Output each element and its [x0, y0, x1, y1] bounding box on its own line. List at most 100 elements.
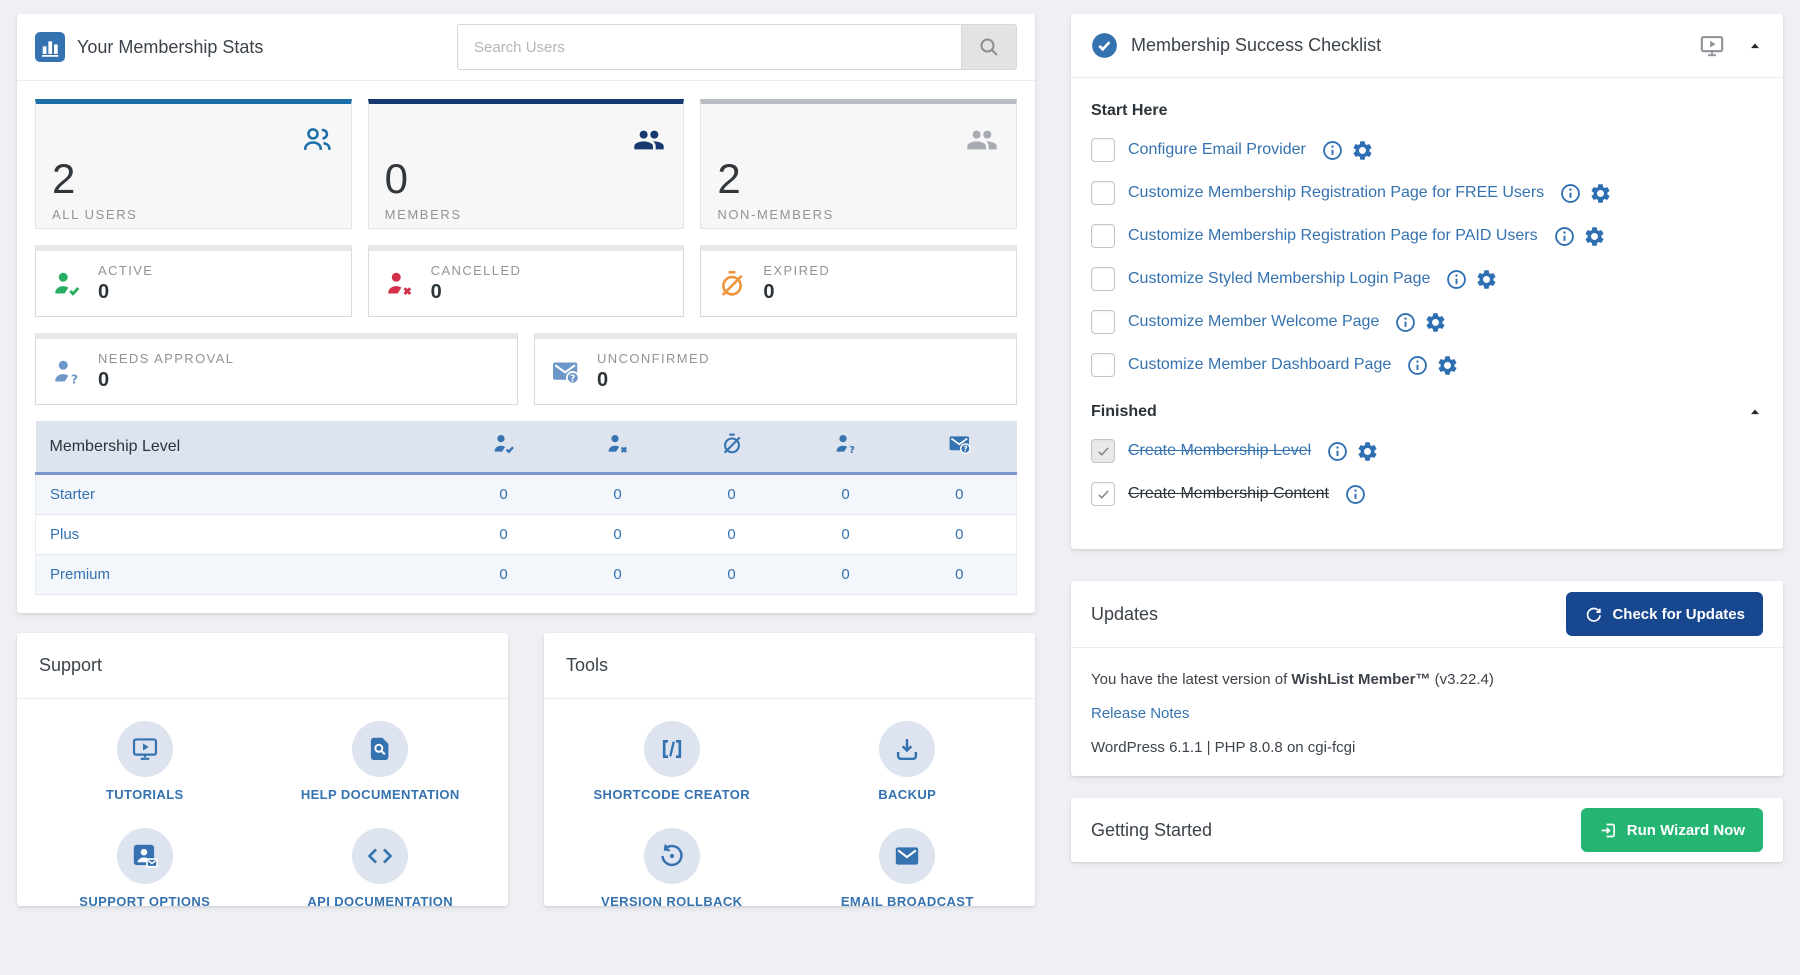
info-icon[interactable] — [1553, 225, 1576, 248]
info-icon[interactable] — [1394, 311, 1417, 334]
bottom-row: Support TUTORIALS HELP DOCUMENTATION SUP… — [17, 633, 1035, 909]
check-circle-icon — [1091, 32, 1118, 59]
info-icon[interactable] — [1406, 354, 1429, 377]
checklist-item-link[interactable]: Configure Email Provider — [1128, 141, 1306, 158]
gear-icon[interactable] — [1424, 311, 1447, 334]
right-column: Membership Success Checklist Start Here … — [1071, 14, 1783, 906]
column-cancelled — [560, 421, 675, 475]
members-value: 0 — [384, 155, 409, 202]
active-label: ACTIVE — [98, 263, 154, 278]
search-icon — [977, 35, 1001, 59]
column-needs-approval — [788, 421, 903, 475]
cell-value[interactable]: 0 — [788, 473, 903, 515]
cell-value[interactable]: 0 — [446, 514, 561, 555]
checklist-item-link[interactable]: Customize Styled Membership Login Page — [1128, 270, 1431, 287]
video-monitor-icon[interactable] — [1699, 33, 1725, 59]
table-row: Starter 0 0 0 0 0 — [35, 473, 1017, 515]
version-status-text: You have the latest version of WishList … — [1091, 671, 1494, 688]
getting-started-title: Getting Started — [1091, 819, 1213, 840]
shortcut-label: TUTORIALS — [105, 787, 184, 802]
shortcut-shortcode-creator[interactable]: SHORTCODE CREATOR — [554, 721, 790, 802]
search-input[interactable] — [457, 24, 961, 70]
shortcut-help-documentation[interactable]: HELP DOCUMENTATION — [263, 721, 499, 802]
checklist-item-link[interactable]: Customize Member Dashboard Page — [1128, 356, 1392, 373]
all-users-value: 2 — [52, 155, 76, 202]
level-link-starter[interactable]: Starter — [50, 486, 96, 503]
updates-panel: Updates Check for Updates You have the l… — [1071, 581, 1783, 776]
cell-value[interactable]: 0 — [560, 473, 675, 515]
support-person-icon — [131, 842, 159, 870]
info-icon[interactable] — [1445, 268, 1468, 291]
getting-started-panel: Getting Started Run Wizard Now — [1071, 798, 1783, 862]
support-title: Support — [39, 655, 103, 675]
gear-icon[interactable] — [1356, 440, 1379, 463]
unconfirmed-label: UNCONFIRMED — [597, 351, 710, 366]
checklist-item-link[interactable]: Create Membership Level — [1128, 442, 1312, 459]
stats-title-wrap: Your Membership Stats — [35, 32, 263, 62]
stat-card-expired: EXPIRED 0 — [700, 245, 1018, 317]
gear-icon[interactable] — [1475, 268, 1498, 291]
collapse-up-icon[interactable] — [1747, 38, 1763, 54]
checkbox[interactable] — [1091, 267, 1115, 291]
cell-value[interactable]: 0 — [674, 514, 789, 555]
shortcut-backup[interactable]: BACKUP — [790, 721, 1026, 802]
level-link-plus[interactable]: Plus — [50, 526, 80, 543]
shortcut-email-broadcast[interactable]: EMAIL BROADCAST — [790, 828, 1026, 909]
cell-value[interactable]: 0 — [674, 473, 789, 515]
checkbox-checked[interactable] — [1091, 439, 1115, 463]
cell-value[interactable]: 0 — [788, 514, 903, 555]
search-button[interactable] — [961, 24, 1017, 70]
shortcut-api-documentation[interactable]: API DOCUMENTATION — [263, 828, 499, 909]
cell-value[interactable]: 0 — [902, 554, 1017, 595]
info-icon[interactable] — [1326, 440, 1349, 463]
cell-value[interactable]: 0 — [788, 554, 903, 595]
shortcut-label: EMAIL BROADCAST — [840, 894, 974, 909]
checkbox[interactable] — [1091, 310, 1115, 334]
collapse-up-icon[interactable] — [1747, 404, 1763, 420]
gear-icon[interactable] — [1583, 225, 1606, 248]
gear-icon[interactable] — [1589, 182, 1612, 205]
stats-panel-title: Your Membership Stats — [77, 36, 264, 57]
check-icon — [1095, 486, 1112, 503]
cell-value[interactable]: 0 — [560, 554, 675, 595]
checkbox[interactable] — [1091, 224, 1115, 248]
info-icon[interactable] — [1344, 483, 1367, 506]
cell-value[interactable]: 0 — [446, 473, 561, 515]
shortcut-label: BACKUP — [878, 787, 937, 802]
cell-value[interactable]: 0 — [674, 554, 789, 595]
column-unconfirmed — [902, 421, 1017, 475]
cell-value[interactable]: 0 — [902, 514, 1017, 555]
checkbox[interactable] — [1091, 353, 1115, 377]
updates-header: Updates Check for Updates — [1071, 581, 1783, 648]
shortcut-support-options[interactable]: SUPPORT OPTIONS — [27, 828, 263, 909]
checklist-item-link[interactable]: Customize Member Welcome Page — [1128, 313, 1380, 330]
check-icon — [1095, 443, 1112, 460]
checklist-item: Customize Styled Membership Login Page — [1091, 267, 1763, 291]
wizard-enter-icon — [1599, 821, 1618, 840]
checkbox[interactable] — [1091, 181, 1115, 205]
table-row: Plus 0 0 0 0 0 — [35, 514, 1017, 555]
level-link-premium[interactable]: Premium — [50, 566, 111, 583]
non-members-value: 2 — [717, 155, 741, 202]
gear-icon[interactable] — [1436, 354, 1459, 377]
checklist-item-finished: Create Membership Level — [1091, 439, 1763, 463]
checklist-item-link[interactable]: Customize Membership Registration Page f… — [1128, 227, 1538, 244]
info-icon[interactable] — [1559, 182, 1582, 205]
release-notes-link[interactable]: Release Notes — [1091, 705, 1190, 722]
info-icon[interactable] — [1321, 139, 1344, 162]
rollback-icon — [658, 842, 686, 870]
checklist-item-link[interactable]: Customize Membership Registration Page f… — [1128, 184, 1545, 201]
cell-value[interactable]: 0 — [446, 554, 561, 595]
table-header-row: Membership Level — [35, 421, 1017, 475]
shortcut-tutorials[interactable]: TUTORIALS — [27, 721, 263, 802]
shortcut-version-rollback[interactable]: VERSION ROLLBACK — [554, 828, 790, 909]
stopwatch-icon — [717, 269, 747, 299]
checkbox-checked[interactable] — [1091, 482, 1115, 506]
cell-value[interactable]: 0 — [902, 473, 1017, 515]
gear-icon[interactable] — [1351, 139, 1374, 162]
run-wizard-button[interactable]: Run Wizard Now — [1580, 808, 1763, 852]
shortcut-label: SHORTCODE CREATOR — [593, 787, 751, 802]
cell-value[interactable]: 0 — [560, 514, 675, 555]
check-for-updates-button[interactable]: Check for Updates — [1566, 592, 1763, 636]
checkbox[interactable] — [1091, 138, 1115, 162]
